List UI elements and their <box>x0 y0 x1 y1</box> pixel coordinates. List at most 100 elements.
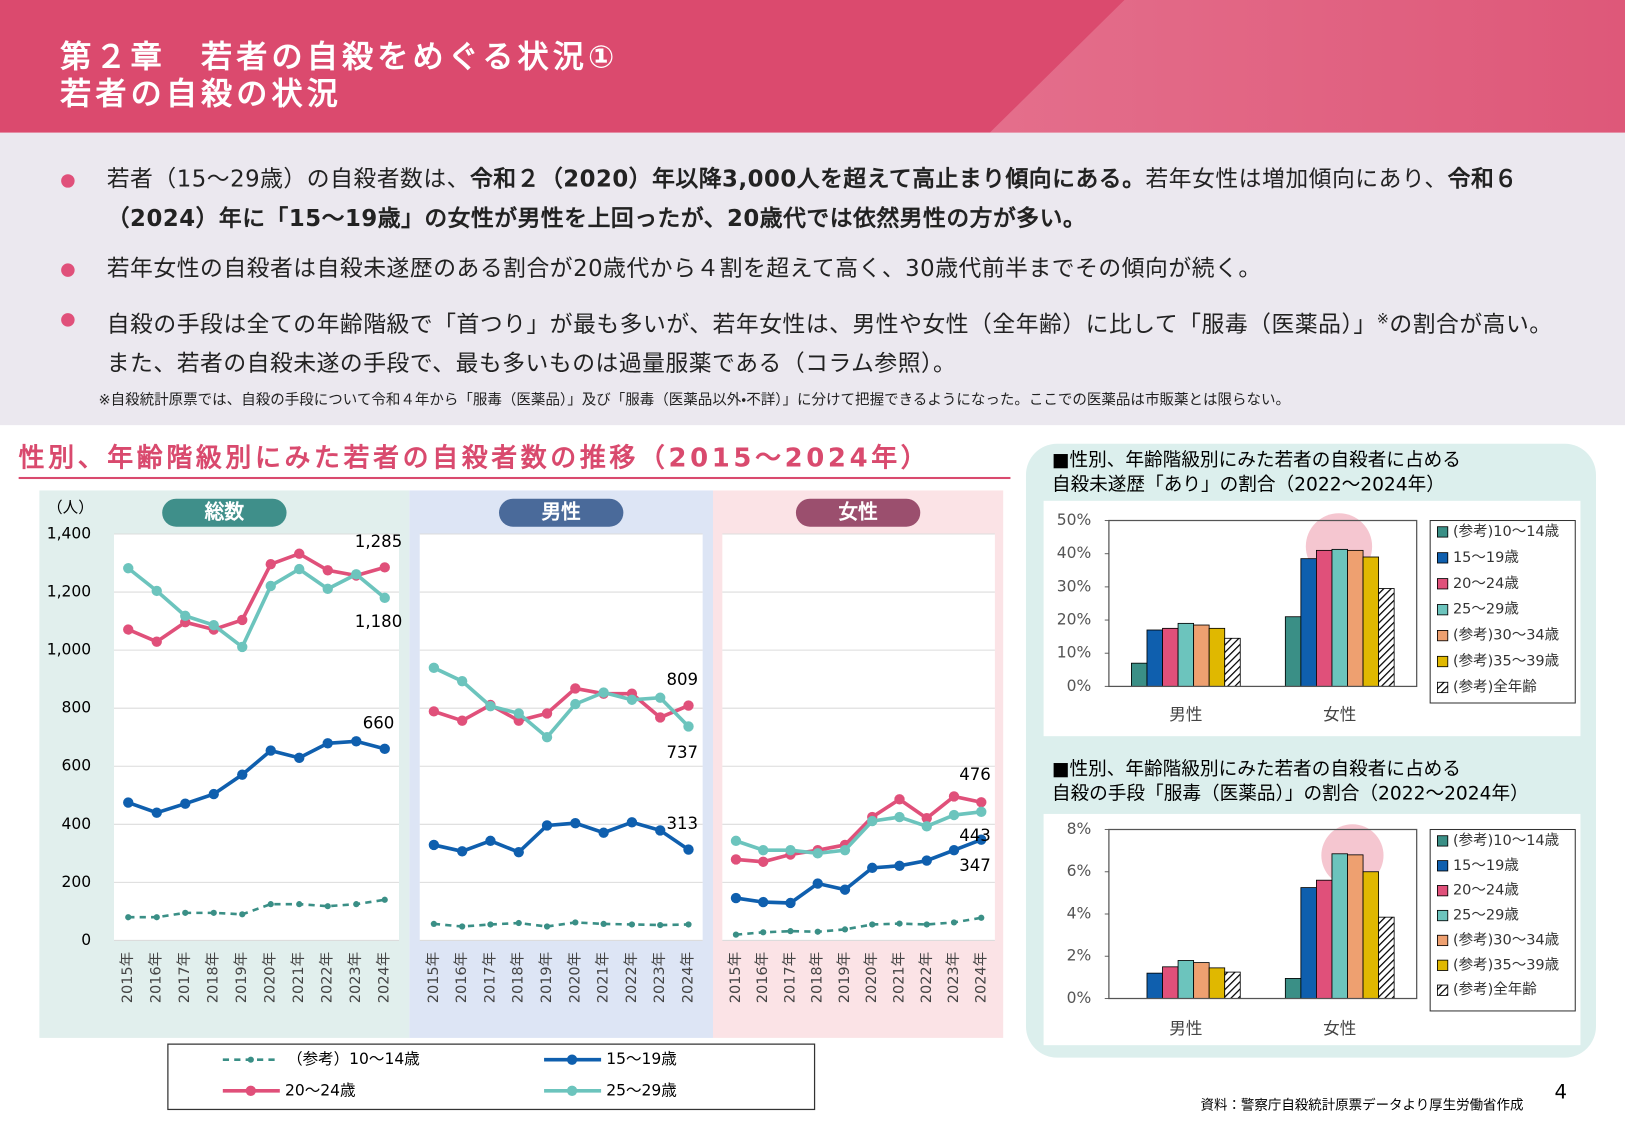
panel-title-pill <box>795 498 921 527</box>
data-point <box>657 921 664 929</box>
legend-swatch <box>1437 630 1449 642</box>
bullet: 若者（15～29歳）の自殺者数は、令和２（2020）年以降3,000人を超えて高… <box>61 161 1573 240</box>
bullet-text: ※ <box>1376 311 1390 328</box>
data-point <box>787 928 794 935</box>
data-point <box>428 839 440 851</box>
bar <box>1378 588 1395 687</box>
legend-swatch <box>1437 959 1449 971</box>
plot-area <box>113 533 399 941</box>
x-tick-label: 2021年 <box>891 952 908 1003</box>
data-point <box>600 920 607 928</box>
data-point <box>456 846 468 857</box>
data-point <box>485 700 496 712</box>
data-point <box>841 926 849 933</box>
y-tick-label: 4% <box>1067 904 1092 922</box>
x-tick-label: 男性 <box>1169 1019 1202 1038</box>
legend-label: (参考)全年齢 <box>1453 678 1537 695</box>
y-tick-label: 6% <box>1067 862 1092 880</box>
data-point <box>598 827 609 838</box>
plot-frame <box>1108 519 1418 688</box>
data-point <box>894 860 905 872</box>
data-point <box>123 563 134 574</box>
x-tick-label: 2017年 <box>481 952 498 1003</box>
data-point <box>730 835 742 847</box>
data-label: 660 <box>363 713 395 732</box>
bullet-text: の割合が高い。また、若者の自殺未遂の手段で、最も多いものは過量服薬である（コラム… <box>106 312 1553 378</box>
x-tick-label: 2015年 <box>727 952 744 1003</box>
data-point <box>485 835 496 847</box>
data-point <box>869 921 876 928</box>
x-tick-label: 2020年 <box>863 952 880 1003</box>
data-point <box>758 896 769 908</box>
data-point <box>732 931 740 938</box>
data-point <box>814 928 821 935</box>
panel-title: 男性 <box>542 501 582 524</box>
data-point <box>626 694 638 705</box>
legend-swatch <box>1437 526 1449 538</box>
section-underline <box>18 476 1011 480</box>
data-point <box>123 624 134 635</box>
x-tick-label: 2016年 <box>148 952 165 1003</box>
y-tick-label: 600 <box>62 757 92 775</box>
data-point <box>683 844 694 855</box>
x-tick-label: 2019年 <box>836 952 853 1003</box>
x-tick-label: 2020年 <box>566 952 583 1003</box>
data-label: 1,285 <box>355 532 402 551</box>
bar <box>1208 627 1226 687</box>
legend-swatch <box>1437 885 1449 897</box>
data-point <box>237 614 248 626</box>
panel-title-pill <box>499 498 624 527</box>
legend-swatch <box>1437 984 1449 996</box>
data-point <box>543 923 551 930</box>
data-point <box>758 844 769 856</box>
x-tick-label: 2017年 <box>176 952 193 1003</box>
data-point <box>570 683 581 694</box>
data-point <box>322 583 333 595</box>
y-tick-label: 50% <box>1057 511 1092 529</box>
data-point <box>267 901 274 908</box>
series-line <box>433 820 690 855</box>
data-point <box>153 914 160 921</box>
legend-swatch <box>1437 578 1449 590</box>
legend-swatch <box>1437 909 1449 922</box>
y-tick-label: 20% <box>1057 611 1092 629</box>
bar <box>1208 967 1226 999</box>
legend-label: 25～29歳 <box>606 1081 677 1099</box>
data-point <box>894 794 905 805</box>
data-point <box>180 798 191 809</box>
series-line <box>433 666 690 740</box>
data-point <box>324 903 331 910</box>
x-tick-label: 2023年 <box>651 952 668 1003</box>
x-tick-label: 2018年 <box>205 952 222 1003</box>
data-point <box>839 844 851 856</box>
data-point <box>381 896 388 903</box>
bar <box>1131 662 1148 687</box>
bar <box>1316 879 1333 999</box>
legend-label: 20～24歳 <box>1453 882 1519 899</box>
data-point <box>379 743 390 755</box>
bar <box>1316 549 1333 687</box>
data-point <box>785 897 796 909</box>
data-label: 809 <box>666 670 698 689</box>
header-subtitle: 若者の自殺の状況 <box>60 76 342 114</box>
data-point <box>151 636 162 647</box>
bullet-text: 若年女性は増加傾向にあり、 <box>1145 166 1448 193</box>
data-point <box>296 901 303 908</box>
legend-marker <box>566 1085 578 1096</box>
bar <box>1300 887 1317 999</box>
data-point <box>655 692 666 703</box>
series-line <box>128 898 385 919</box>
panel-title: 女性 <box>838 501 878 524</box>
data-point <box>896 920 903 927</box>
bar <box>1162 966 1179 999</box>
legend-label: 15～19歳 <box>1453 549 1519 566</box>
legend-label: (参考)35～39歳 <box>1453 653 1559 670</box>
legend-swatch <box>1437 681 1449 694</box>
legend-swatch <box>1437 604 1449 616</box>
data-point <box>760 929 767 936</box>
y-tick-label: 800 <box>62 699 92 717</box>
data-point <box>785 844 796 856</box>
x-tick-label: 2016年 <box>754 952 771 1003</box>
data-point <box>379 592 390 604</box>
legend-label: (参考)10～14歳 <box>1453 832 1559 849</box>
